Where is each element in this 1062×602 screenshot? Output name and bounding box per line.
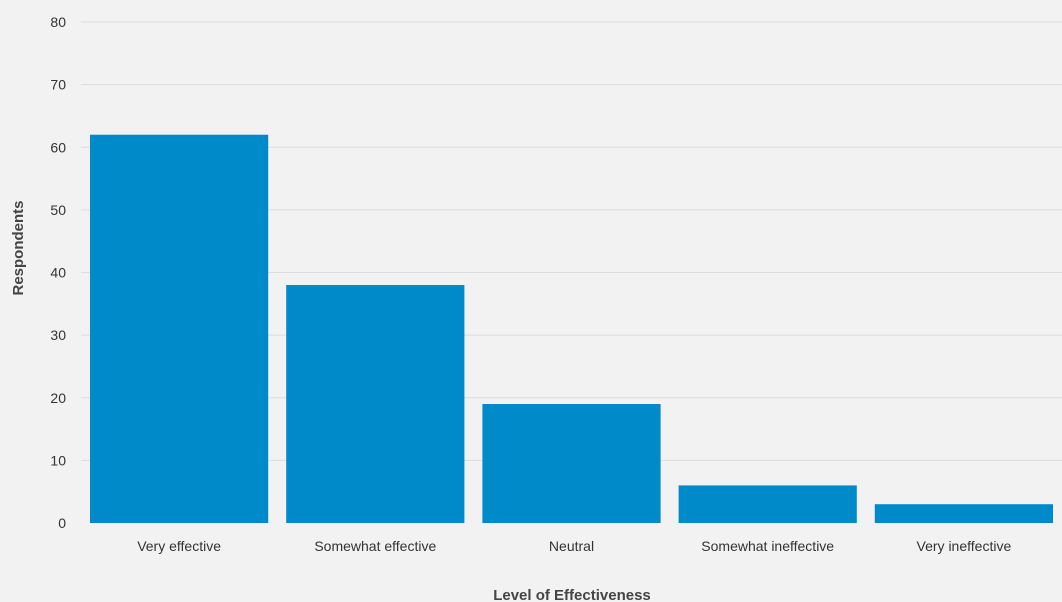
x-tick-label: Very ineffective <box>917 538 1012 554</box>
y-tick-label: 0 <box>58 515 66 531</box>
y-tick-label: 80 <box>50 14 66 30</box>
bars <box>90 134 1053 523</box>
y-tick-label: 70 <box>50 77 66 93</box>
y-tick-label: 30 <box>50 327 66 343</box>
x-tick-label: Somewhat ineffective <box>701 538 834 554</box>
y-axis-ticks: 0 10 20 30 40 50 60 70 80 <box>50 14 66 531</box>
bar <box>90 134 269 523</box>
x-tick-label: Very effective <box>137 538 221 554</box>
x-axis-title: Level of Effectiveness <box>493 587 651 602</box>
y-tick-label: 40 <box>50 265 66 281</box>
x-axis-ticks: Very effective Somewhat effective Neutral S… <box>137 538 1011 554</box>
y-tick-label: 50 <box>50 202 66 218</box>
y-tick-label: 10 <box>50 452 66 468</box>
bar <box>286 285 465 523</box>
x-tick-label: Somewhat effective <box>314 538 436 554</box>
bar <box>678 485 857 523</box>
y-tick-label: 20 <box>50 390 66 406</box>
bar <box>874 504 1053 523</box>
bar <box>482 404 661 523</box>
y-axis-title: Respondents <box>10 200 27 295</box>
x-tick-label: Neutral <box>549 538 594 554</box>
y-tick-label: 60 <box>50 139 66 155</box>
